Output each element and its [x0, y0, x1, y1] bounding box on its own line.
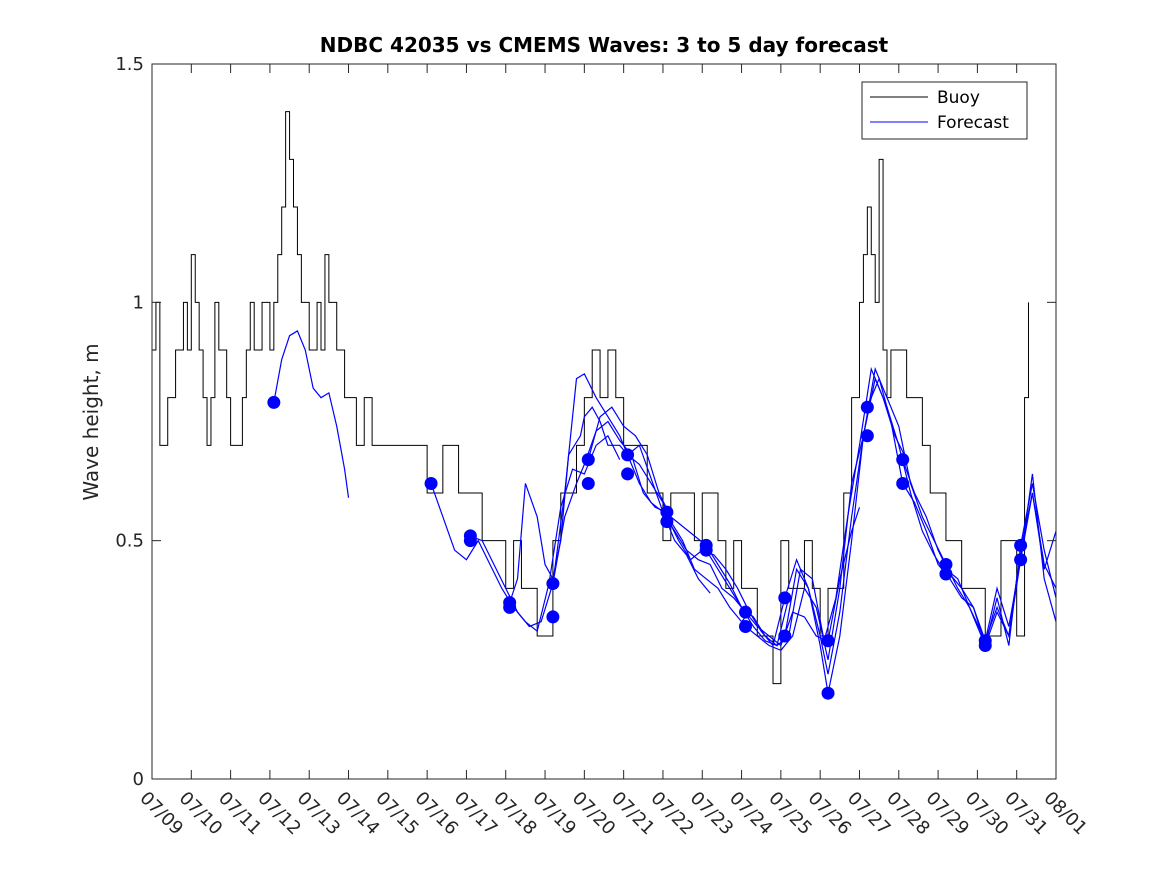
forecast-marker — [267, 395, 281, 409]
forecast-markers — [267, 395, 1028, 700]
forecast-marker — [503, 600, 517, 614]
forecast-marker — [660, 505, 674, 519]
forecast-series-line — [470, 420, 668, 628]
y-tick-label: 1 — [133, 292, 144, 313]
forecast-marker — [860, 400, 874, 414]
forecast-marker — [660, 515, 674, 529]
forecast-marker — [778, 629, 792, 643]
forecast-series-line — [705, 366, 908, 647]
forecast-marker — [738, 605, 752, 619]
y-tick-label: 0 — [133, 769, 144, 790]
forecast-series-line — [273, 330, 350, 498]
forecast-marker — [821, 686, 835, 700]
forecast-marker — [738, 619, 752, 633]
plot-area — [152, 64, 1056, 779]
forecast-marker — [546, 577, 560, 591]
y-tick-label: 1.5 — [115, 54, 144, 75]
axes-box — [151, 63, 1057, 780]
forecast-marker — [1014, 538, 1028, 552]
legend: Buoy Forecast — [861, 81, 1028, 140]
forecast-marker — [581, 476, 595, 490]
forecast-marker — [621, 448, 635, 462]
forecast-series-line — [552, 372, 750, 623]
forecast-series-line — [827, 507, 861, 641]
legend-box — [861, 81, 1028, 140]
forecast-marker — [463, 534, 477, 548]
forecast-marker — [860, 429, 874, 443]
forecast-marker — [778, 591, 792, 605]
forecast-marker — [978, 639, 992, 653]
forecast-marker — [821, 634, 835, 648]
forecast-marker — [699, 543, 713, 557]
y-tick-label: 0.5 — [115, 531, 144, 552]
forecast-marker — [424, 476, 438, 490]
forecast-marker — [896, 453, 910, 467]
forecast-marker — [546, 610, 560, 624]
forecast-marker — [939, 558, 953, 571]
forecast-marker — [581, 453, 595, 467]
forecast-series-line — [902, 459, 1056, 643]
buoy-series-line — [152, 111, 1029, 685]
forecast-series-line — [627, 444, 829, 647]
legend-forecast-label: Forecast — [937, 113, 1009, 133]
forecast-marker — [621, 467, 635, 481]
forecast-marker — [896, 476, 910, 490]
legend-buoy-label: Buoy — [937, 88, 980, 108]
y-axis: 0 0.5 1 1.5 — [115, 54, 1056, 790]
chart-title: NDBC 42035 vs CMEMS Waves: 3 to 5 day fo… — [320, 33, 889, 57]
y-axis-label: Wave height, m — [79, 343, 103, 500]
forecast-marker — [1014, 553, 1028, 567]
forecast-series-line — [587, 406, 790, 647]
forecast-marker — [939, 567, 953, 581]
